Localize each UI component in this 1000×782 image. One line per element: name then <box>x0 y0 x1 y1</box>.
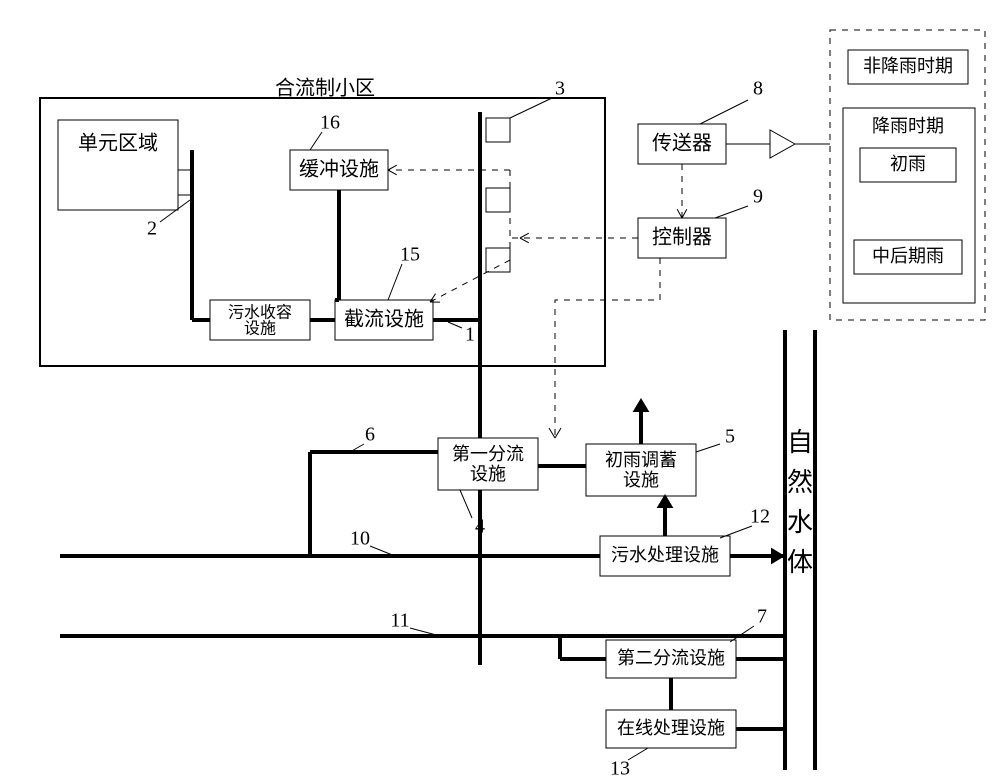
svg-text:单元区域: 单元区域 <box>78 132 158 155</box>
svg-text:第一分流: 第一分流 <box>452 444 524 464</box>
svg-text:传送器: 传送器 <box>652 132 712 155</box>
svg-text:1: 1 <box>465 324 475 346</box>
svg-text:设施: 设施 <box>244 320 276 338</box>
svg-text:12: 12 <box>750 506 770 528</box>
svg-text:设施: 设施 <box>623 470 659 490</box>
svg-text:降雨时期: 降雨时期 <box>872 116 944 136</box>
svg-text:10: 10 <box>350 528 370 550</box>
svg-text:自: 自 <box>787 428 813 457</box>
svg-text:污水处理设施: 污水处理设施 <box>611 545 719 565</box>
svg-text:然: 然 <box>787 468 813 497</box>
svg-text:设施: 设施 <box>470 464 506 484</box>
svg-text:截流设施: 截流设施 <box>344 308 424 331</box>
svg-text:控制器: 控制器 <box>652 226 712 249</box>
svg-text:9: 9 <box>753 186 763 208</box>
svg-text:在线处理设施: 在线处理设施 <box>617 718 725 738</box>
svg-text:污水收容: 污水收容 <box>228 304 292 322</box>
svg-text:合流制小区: 合流制小区 <box>275 77 375 100</box>
svg-text:4: 4 <box>475 516 485 538</box>
svg-text:初雨: 初雨 <box>890 154 926 174</box>
svg-text:初雨调蓄: 初雨调蓄 <box>605 450 677 470</box>
svg-text:16: 16 <box>320 112 340 134</box>
svg-text:中后期雨: 中后期雨 <box>872 246 944 266</box>
svg-text:5: 5 <box>725 426 735 448</box>
svg-text:8: 8 <box>753 78 763 100</box>
svg-text:体: 体 <box>787 548 813 577</box>
svg-text:6: 6 <box>365 424 375 446</box>
svg-text:非降雨时期: 非降雨时期 <box>863 56 953 76</box>
svg-text:第二分流设施: 第二分流设施 <box>617 648 725 668</box>
svg-text:7: 7 <box>757 606 767 628</box>
svg-text:缓冲设施: 缓冲设施 <box>299 158 379 181</box>
svg-text:13: 13 <box>610 758 630 780</box>
svg-text:15: 15 <box>400 244 420 266</box>
svg-text:2: 2 <box>147 218 157 240</box>
svg-text:水: 水 <box>787 508 813 537</box>
svg-text:11: 11 <box>390 610 409 632</box>
svg-text:3: 3 <box>555 78 565 100</box>
